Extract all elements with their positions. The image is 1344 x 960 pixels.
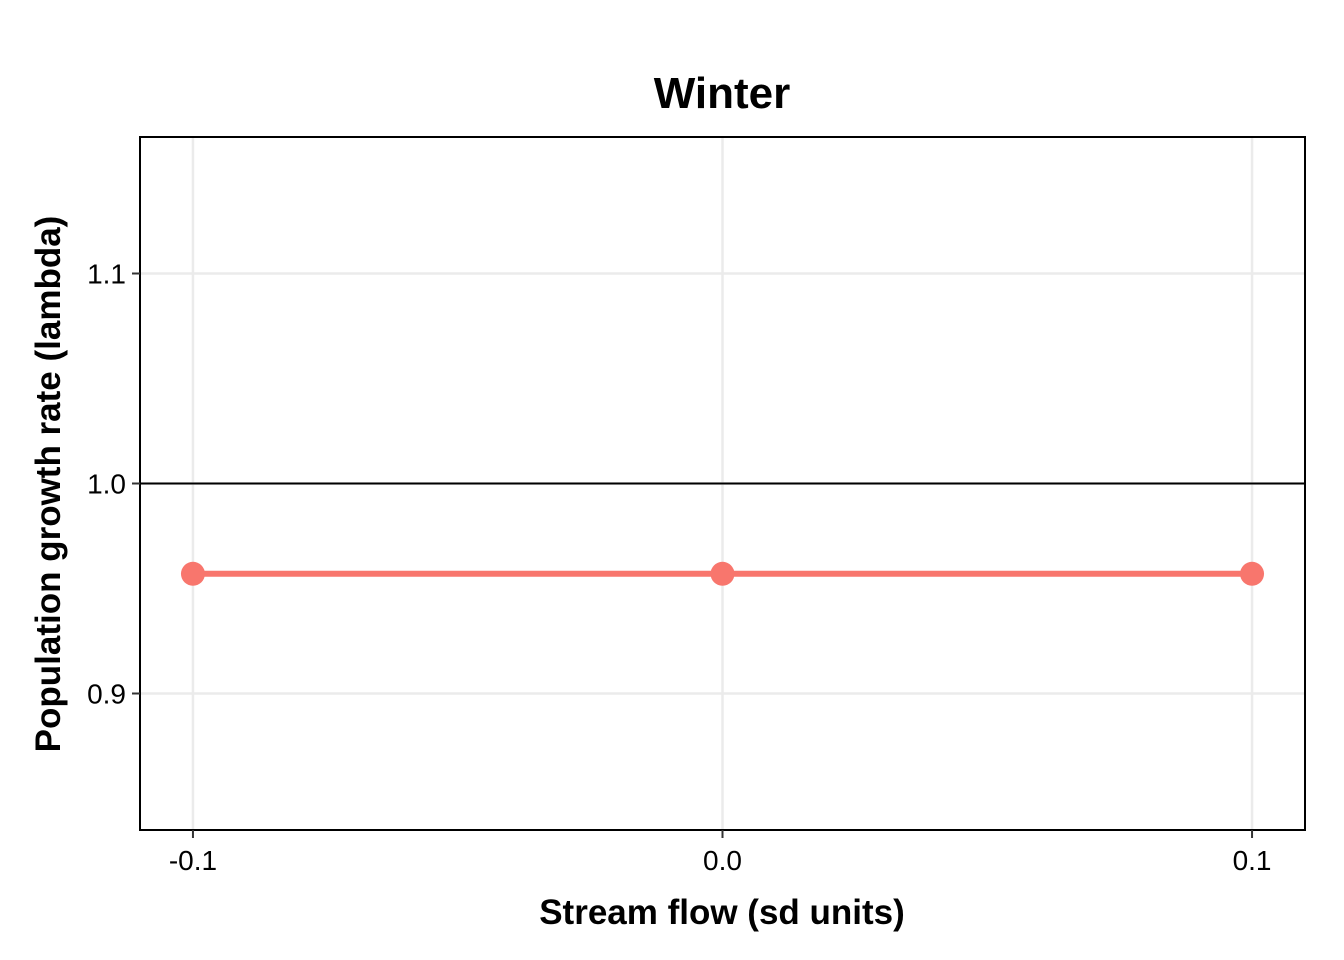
plot-area [139,136,1306,831]
data-point [180,561,205,586]
y-axis-title: Population growth rate (lambda) [29,216,68,753]
data-point [1240,561,1265,586]
y-axis-ticks: 0.9 1.0 1.1 [87,259,140,710]
y-tick-label: 1.1 [87,259,126,290]
x-axis-title: Stream flow (sd units) [539,893,905,932]
x-tick-label: -0.1 [169,845,217,876]
chart-title: Winter [654,69,791,118]
y-tick-label: 1.0 [87,469,126,500]
x-axis-ticks: -0.1 0.0 0.1 [169,830,1272,876]
y-tick-label: 0.9 [87,679,126,710]
data-point [710,561,735,586]
x-tick-label: 0.1 [1233,845,1272,876]
x-tick-label: 0.0 [703,845,742,876]
series-group [180,561,1265,586]
